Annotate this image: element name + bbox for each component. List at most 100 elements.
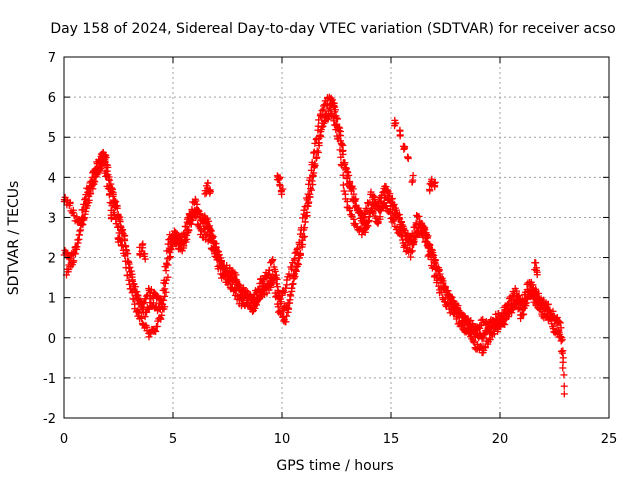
data-point xyxy=(535,294,543,302)
data-point xyxy=(431,257,439,265)
data-point xyxy=(315,139,323,147)
data-point xyxy=(337,132,345,140)
data-point xyxy=(70,257,78,265)
data-point xyxy=(335,123,343,131)
data-point xyxy=(161,303,169,311)
x-tick-label: 10 xyxy=(274,432,291,447)
data-point xyxy=(532,259,540,267)
data-point xyxy=(486,336,494,344)
y-tick-label: 0 xyxy=(48,332,56,347)
data-point xyxy=(285,299,293,307)
data-point xyxy=(70,249,78,257)
data-point xyxy=(294,244,302,252)
data-point xyxy=(271,267,279,275)
data-point xyxy=(69,206,77,214)
data-point xyxy=(559,347,567,355)
data-point xyxy=(139,240,147,248)
data-point xyxy=(301,218,309,226)
data-point xyxy=(113,204,121,212)
data-point xyxy=(105,176,113,184)
data-point xyxy=(469,337,477,345)
x-tick-label: 25 xyxy=(601,432,618,447)
data-point xyxy=(314,148,322,156)
data-point xyxy=(379,188,387,196)
data-point xyxy=(66,199,74,207)
data-point xyxy=(75,231,83,239)
data-point xyxy=(346,183,354,191)
data-point xyxy=(115,235,123,243)
data-point xyxy=(109,192,117,200)
data-point xyxy=(299,234,307,242)
data-point xyxy=(277,298,285,306)
data-point xyxy=(398,232,406,240)
data-point xyxy=(164,261,172,269)
data-point xyxy=(560,371,568,379)
data-point xyxy=(82,204,90,212)
y-tick-label: 4 xyxy=(48,171,56,186)
data-point xyxy=(306,193,314,201)
data-point xyxy=(555,326,563,334)
data-point xyxy=(151,327,159,335)
data-point xyxy=(158,311,166,319)
data-point xyxy=(141,255,149,263)
data-point xyxy=(96,167,104,175)
data-point xyxy=(215,251,223,259)
y-tick-label: 1 xyxy=(48,292,56,307)
data-point xyxy=(306,185,314,193)
data-point xyxy=(303,208,311,216)
data-point xyxy=(208,231,216,239)
data-point xyxy=(304,199,312,207)
data-point xyxy=(301,233,309,241)
data-point xyxy=(355,208,363,216)
y-tick-label: 6 xyxy=(48,91,56,106)
data-point xyxy=(101,158,109,166)
data-point xyxy=(74,239,82,247)
data-point xyxy=(122,242,130,250)
data-point xyxy=(506,307,514,315)
data-point xyxy=(494,320,502,328)
data-point xyxy=(285,305,293,313)
data-point xyxy=(371,196,379,204)
data-point xyxy=(142,292,150,300)
data-point xyxy=(553,321,561,329)
y-tick-label: -1 xyxy=(43,372,56,387)
data-point xyxy=(162,267,170,275)
data-point xyxy=(297,251,305,259)
data-point xyxy=(313,147,321,155)
data-point xyxy=(273,292,281,300)
data-point xyxy=(500,316,508,324)
data-point xyxy=(336,124,344,132)
data-point xyxy=(529,284,537,292)
data-point xyxy=(258,291,266,299)
data-point xyxy=(560,390,568,398)
data-point xyxy=(310,163,318,171)
data-point xyxy=(309,181,317,189)
data-point xyxy=(341,160,349,168)
data-point xyxy=(390,217,398,225)
data-point xyxy=(413,228,421,236)
data-point xyxy=(182,223,190,231)
data-point xyxy=(367,188,375,196)
data-point xyxy=(130,286,138,294)
data-point xyxy=(283,304,291,312)
data-point xyxy=(286,296,294,304)
data-point xyxy=(337,153,345,161)
data-point xyxy=(424,232,432,240)
data-point xyxy=(404,153,412,161)
data-point xyxy=(382,183,390,191)
data-point xyxy=(334,115,342,123)
data-point xyxy=(520,310,528,318)
data-point xyxy=(85,196,93,204)
data-point xyxy=(368,207,376,215)
data-point xyxy=(198,216,206,224)
data-point xyxy=(383,187,391,195)
data-point xyxy=(309,172,317,180)
data-point xyxy=(313,153,321,161)
data-point xyxy=(426,240,434,248)
x-tick-label: 15 xyxy=(383,432,400,447)
data-point xyxy=(315,116,323,124)
data-point xyxy=(556,332,564,340)
data-point xyxy=(207,236,215,244)
data-point xyxy=(438,274,446,282)
data-point xyxy=(525,291,533,299)
